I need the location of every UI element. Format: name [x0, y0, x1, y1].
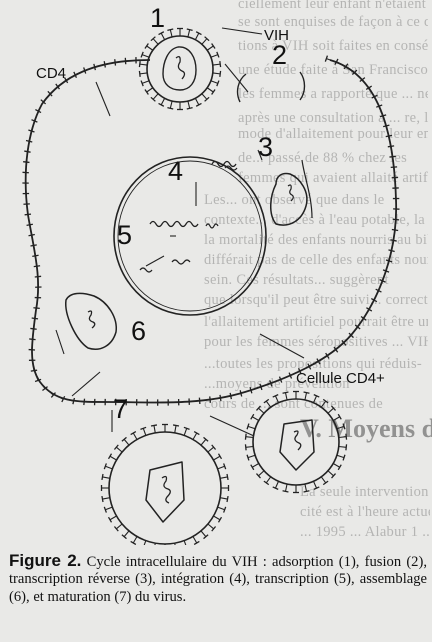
background-line: cours de ... sont contenues de: [204, 396, 383, 412]
background-line: de... passé de 88 % chez les: [238, 150, 408, 166]
step-label-6: 6: [131, 316, 146, 346]
virus-maturation-left: [100, 423, 230, 545]
background-line: mode d'allaitement pour leur enfant. Le …: [238, 126, 428, 142]
background-line: La seule intervention ... dont l'effica-: [300, 484, 430, 500]
vih-label: VIH: [264, 27, 289, 44]
step-label-3: 3: [258, 132, 273, 162]
cell-membrane: [24, 59, 398, 404]
hiv-cycle-diagram: 1 2 3 4 5 6 7 VIH CD4 Cellule CD4+: [21, 3, 401, 545]
caption-text: Cycle intracellulaire du VIH : adsorptio…: [9, 554, 427, 605]
background-line: cité est à l'heure actuelle démontrée es…: [300, 504, 430, 520]
caption-title: Figure 2.: [9, 551, 82, 570]
background-line: l'allaitement artificiel pourrait être u…: [204, 314, 428, 330]
section-heading: V. Moyens de prévention: [300, 414, 432, 443]
integrated-dna: [149, 220, 219, 229]
label-leaders: [55, 27, 305, 437]
cd4-label: CD4: [36, 65, 66, 82]
background-line: ...moyens de prévention: [204, 376, 350, 392]
virus-budding: [65, 292, 117, 350]
virus-adsorption: [138, 27, 222, 111]
figure-caption: Figure 2. Cycle intracellulaire du VIH :…: [9, 552, 427, 606]
viral-core: [270, 159, 313, 226]
cd4-receptors: [21, 54, 401, 407]
virus-fusion: [236, 71, 306, 103]
viral-dna: [211, 160, 238, 171]
step-label-7: 7: [113, 394, 128, 424]
step-label-5: 5: [117, 220, 132, 250]
background-line: la mortalité des enfants nourris au bibe…: [204, 232, 428, 248]
background-line: pour les femmes séropositives ... VIH.: [204, 334, 428, 350]
virus-maturation-right: [244, 390, 348, 494]
background-line: ... 1995 ... Alabur 1 ... 1380: [300, 524, 430, 540]
cell-cd4-label: Cellule CD4+: [296, 370, 385, 387]
step-label-2: 2: [272, 40, 287, 70]
background-line: Les... ont observé que dans le: [204, 192, 385, 208]
background-line: ciellement leur enfant n'étaient pas à r…: [238, 0, 428, 12]
background-line: une étude faite à San Francisco Wendy...: [238, 62, 428, 78]
step-label-4: 4: [168, 156, 183, 186]
nucleus: [113, 156, 267, 316]
background-line: se sont enquises de façon à ce que les i…: [238, 14, 428, 30]
viral-rna: [139, 259, 191, 273]
step-label-1: 1: [150, 3, 165, 33]
background-line: tions à VIH soit faites en conséquence. …: [238, 38, 428, 54]
background-line: les femmes a rapporté que ... nes,: [238, 86, 428, 102]
background-line: après une consultation à ... re, le: [238, 110, 428, 126]
